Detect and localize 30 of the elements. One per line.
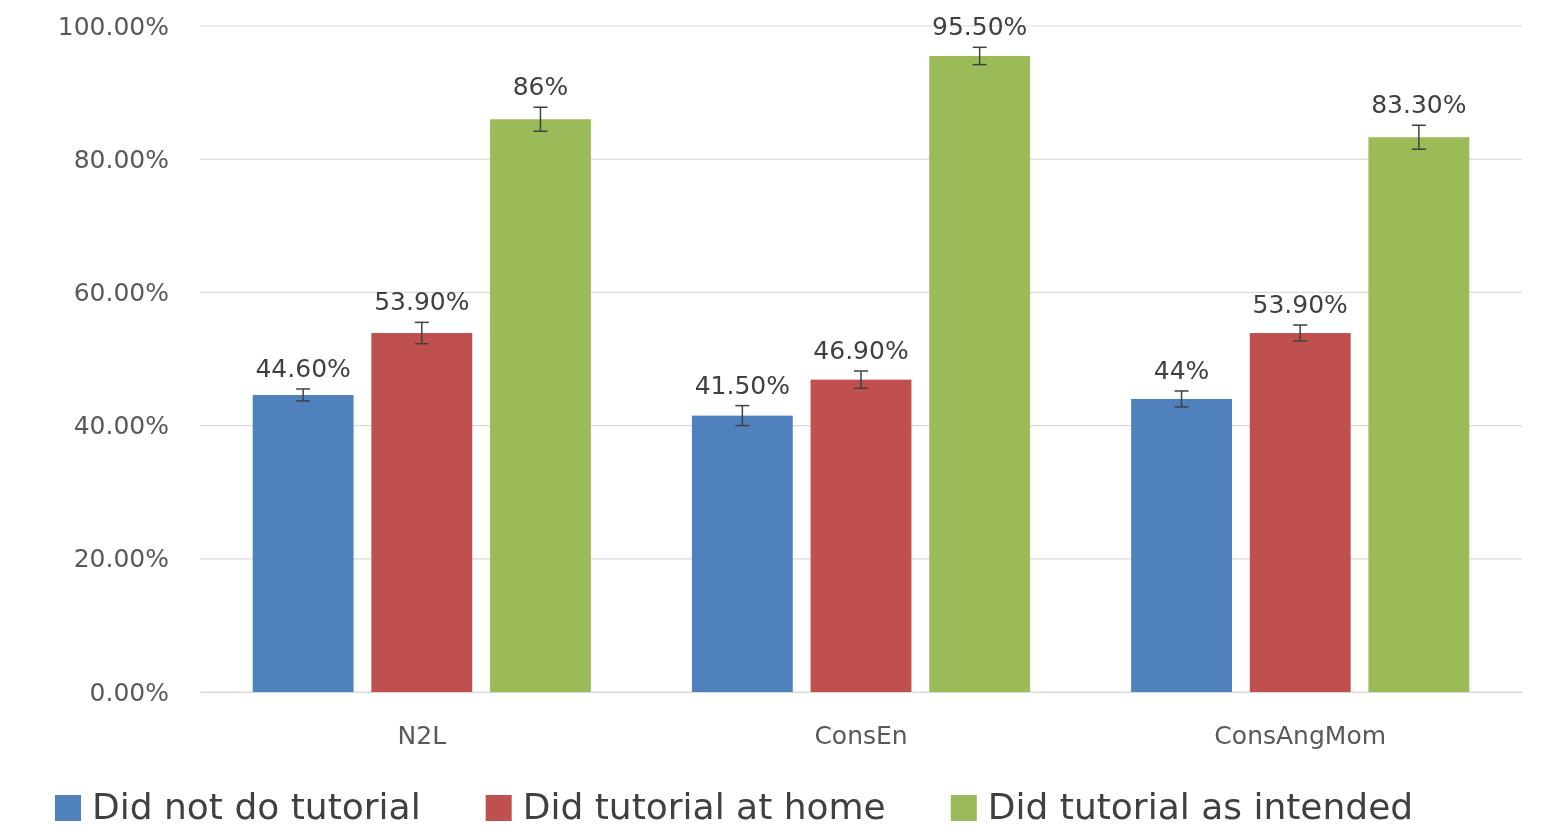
bar [1368,137,1470,692]
y-tick-label: 60.00% [73,277,169,307]
x-tick-label: N2L [397,720,447,750]
bar [371,333,473,692]
bar [1249,333,1351,692]
bar [490,119,591,692]
data-label: 86% [512,72,569,102]
legend-label: Did not do tutorial [92,786,421,827]
data-label: 46.90% [813,335,909,365]
data-label: 53.90% [1252,290,1348,320]
data-label: 41.50% [694,370,790,400]
legend-label: Did tutorial as intended [987,786,1414,827]
y-tick-label: 20.00% [73,544,169,574]
x-tick-label: ConsEn [814,720,908,750]
x-tick-label: ConsAngMom [1214,720,1387,750]
bar [691,415,793,692]
bar [252,394,354,692]
data-label: 44.60% [255,353,351,383]
bar [929,55,1031,692]
y-tick-label: 100.00% [57,11,169,41]
bar [1131,398,1232,692]
y-tick-label: 0.00% [89,677,169,707]
y-tick-label: 80.00% [73,144,169,174]
data-label: 95.50% [932,12,1028,42]
data-label: 83.30% [1371,90,1467,120]
data-label: 53.90% [374,287,470,317]
data-label: 44% [1153,355,1210,385]
legend-label: Did tutorial at home [522,786,886,827]
bar [810,379,912,692]
y-tick-label: 40.00% [73,411,169,441]
